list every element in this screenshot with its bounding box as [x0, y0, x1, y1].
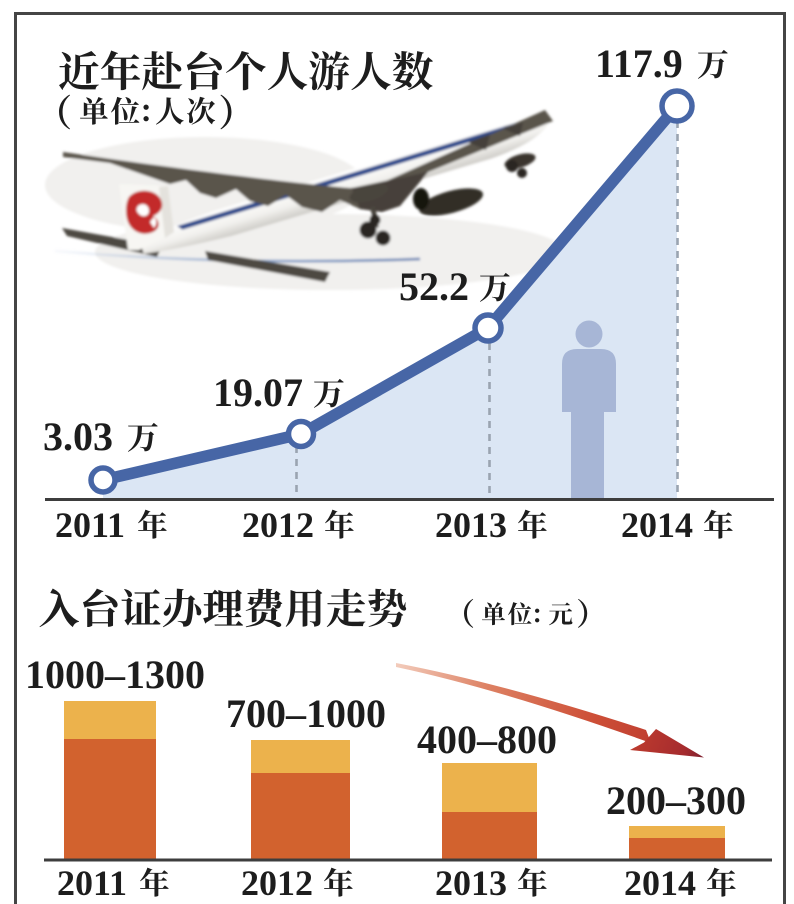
svg-text:200–300: 200–300 [606, 778, 746, 823]
svg-text:400–800: 400–800 [417, 717, 557, 762]
svg-text:2013: 2013 [435, 863, 507, 903]
svg-text:2014: 2014 [624, 863, 696, 903]
svg-text:2012: 2012 [242, 505, 314, 545]
svg-text:2011: 2011 [57, 863, 127, 903]
svg-text:2011: 2011 [55, 505, 125, 545]
svg-text:700–1000: 700–1000 [226, 691, 386, 736]
svg-text:2014: 2014 [621, 505, 693, 545]
svg-text:117.9: 117.9 [595, 41, 683, 86]
svg-text:3.03: 3.03 [43, 414, 113, 459]
svg-text:2012: 2012 [241, 863, 313, 903]
svg-text:1000–1300: 1000–1300 [25, 652, 205, 697]
svg-text:52.2: 52.2 [399, 264, 469, 309]
svg-text:2013: 2013 [435, 505, 507, 545]
svg-text:19.07: 19.07 [213, 370, 303, 415]
